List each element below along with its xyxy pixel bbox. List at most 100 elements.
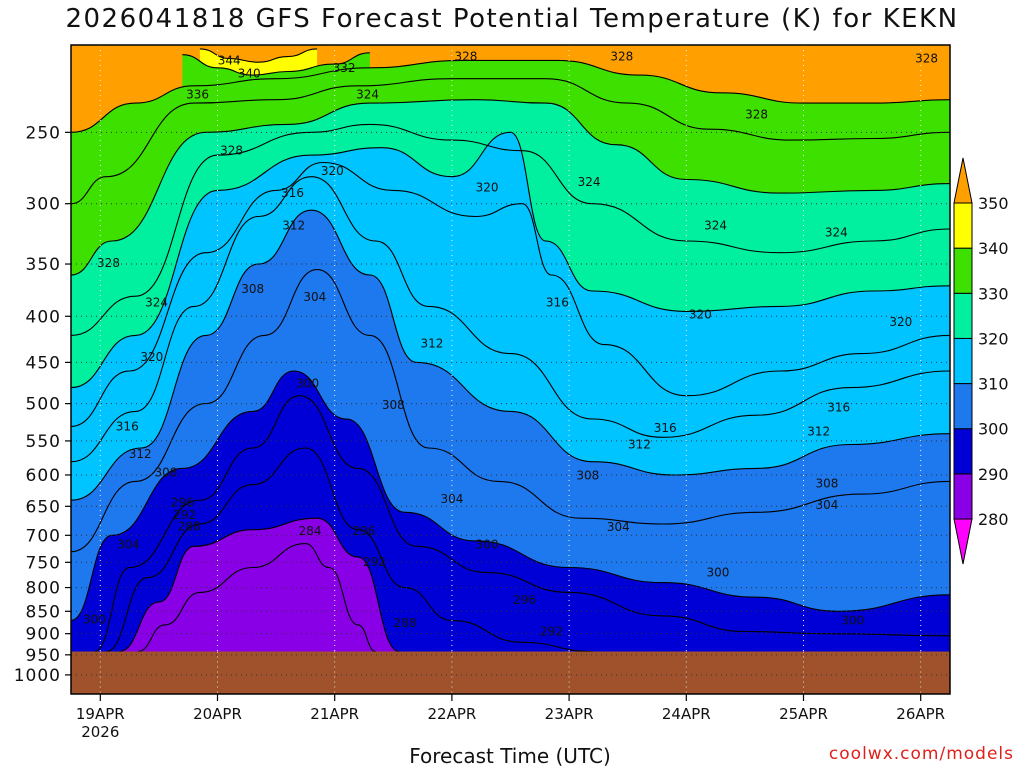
- credit-link[interactable]: coolwx.com/models: [828, 744, 1014, 764]
- contour-label: 292: [540, 624, 563, 638]
- contour-label: 316: [281, 186, 304, 200]
- x-tick-label: 25APR: [779, 705, 828, 723]
- contour-label: 304: [303, 290, 326, 304]
- isentrope-contour-layer: [71, 48, 950, 653]
- contour-label: 312: [807, 425, 830, 439]
- colorbar-bin: [953, 383, 973, 430]
- colorbar-label: 290: [978, 465, 1009, 484]
- contour-label: 312: [628, 437, 651, 451]
- contour-label: 316: [827, 401, 850, 415]
- contour-label: 308: [576, 469, 599, 483]
- isentrope-line-340: [182, 52, 370, 76]
- x-tick-sublabel: 2026: [81, 723, 119, 741]
- contour-label: 316: [116, 419, 139, 433]
- isentrope-line-304: [71, 269, 950, 553]
- y-tick-label: 900: [26, 625, 61, 645]
- x-tick-label: 20APR: [193, 705, 242, 723]
- y-axis: 250 300 350 400 450 500 550 600 650 700 750 800 850 9…: [14, 123, 71, 686]
- contour-label: 296: [353, 524, 376, 538]
- colorbar-label: 350: [978, 194, 1009, 213]
- contour-label: 284: [299, 524, 322, 538]
- x-tick-label: 24APR: [662, 705, 711, 723]
- contour-label: 316: [546, 295, 569, 309]
- contour-label: 308: [815, 476, 838, 490]
- colorbar-label: 320: [978, 329, 1009, 348]
- isentrope-line-300: [71, 370, 950, 621]
- contour-label: 328: [915, 51, 938, 65]
- x-tick-label: 23APR: [545, 705, 594, 723]
- contour-label: 288: [394, 616, 417, 630]
- colorbar-label: 300: [978, 420, 1009, 439]
- contour-label: 288: [178, 519, 201, 533]
- contour-label: 300: [83, 612, 106, 626]
- x-tick-label: 26APR: [896, 705, 945, 723]
- contour-label: 320: [889, 315, 912, 329]
- contour-label: 300: [476, 538, 499, 552]
- contour-label: 296: [171, 496, 194, 510]
- contour-label: 324: [704, 218, 727, 232]
- y-tick-label: 300: [26, 195, 61, 215]
- colorbar-bin: [953, 428, 973, 475]
- y-tick-label: 400: [26, 307, 61, 327]
- colorbar-high-triangle: [953, 157, 973, 204]
- contour-label: 320: [140, 350, 163, 364]
- isentrope-line-284: [137, 543, 376, 653]
- x-tick-label: 22APR: [427, 705, 476, 723]
- y-tick-label: 550: [26, 432, 61, 452]
- contour-label: 320: [321, 164, 344, 178]
- x-tick-label: 21APR: [310, 705, 359, 723]
- contour-label: 316: [654, 421, 677, 435]
- y-tick-label: 350: [26, 255, 61, 275]
- y-tick-label: 1000: [14, 666, 61, 686]
- contour-label: 324: [356, 88, 379, 102]
- isentrope-line-288: [119, 517, 400, 653]
- contour-label: 328: [745, 108, 768, 122]
- contour-label: 308: [154, 465, 177, 479]
- contour-label: 340: [238, 66, 261, 80]
- colorbar-bin: [953, 292, 973, 339]
- contour-label: 320: [689, 307, 712, 321]
- contour-label: 328: [455, 50, 478, 64]
- isentrope-line-308: [71, 209, 950, 501]
- contour-label: 328: [610, 50, 633, 64]
- colorbar-bin: [953, 337, 973, 385]
- contour-label: 328: [97, 256, 120, 270]
- colorbar-label: 340: [978, 239, 1009, 258]
- grid-layer: [71, 45, 950, 694]
- isentrope-line-332: [71, 78, 950, 205]
- contour-label: 336: [186, 88, 209, 102]
- contour-label: 292: [363, 555, 386, 569]
- colorbar-bin: [953, 202, 973, 249]
- isentrope-line-312: [71, 176, 950, 463]
- contour-label: 300: [296, 377, 319, 391]
- y-tick-label: 650: [26, 497, 61, 517]
- isentrope-line-344: [199, 48, 318, 63]
- colorbar-low-triangle: [953, 518, 973, 565]
- terrain-block: [71, 651, 950, 694]
- contour-label: 300: [706, 566, 729, 580]
- contour-label: 304: [607, 520, 630, 534]
- isentrope-line-292: [106, 447, 593, 653]
- y-tick-label: 250: [26, 123, 61, 143]
- isentrope-line-336: [71, 59, 950, 133]
- contour-label: 300: [841, 613, 864, 627]
- isentrope-line-316: [71, 161, 950, 427]
- x-axis-label: Forecast Time (UTC): [409, 744, 611, 768]
- colorbar-label: 310: [978, 375, 1009, 394]
- y-tick-label: 450: [26, 353, 61, 373]
- contour-label: 304: [440, 492, 463, 506]
- terrain-layer: [71, 651, 950, 694]
- contour-label: 328: [220, 144, 243, 158]
- isentrope-fill-layer: [71, 48, 950, 694]
- y-tick-label: 800: [26, 579, 61, 599]
- isentrope-line-296: [94, 395, 950, 653]
- contour-label: 304: [815, 498, 838, 512]
- isentrope-line-328: [71, 99, 950, 276]
- contour-label: 308: [382, 398, 405, 412]
- colorbar-label: 330: [978, 284, 1009, 303]
- isentrope-line-320: [71, 131, 950, 389]
- contour-label: 324: [145, 295, 168, 309]
- colorbar-bin: [953, 473, 973, 520]
